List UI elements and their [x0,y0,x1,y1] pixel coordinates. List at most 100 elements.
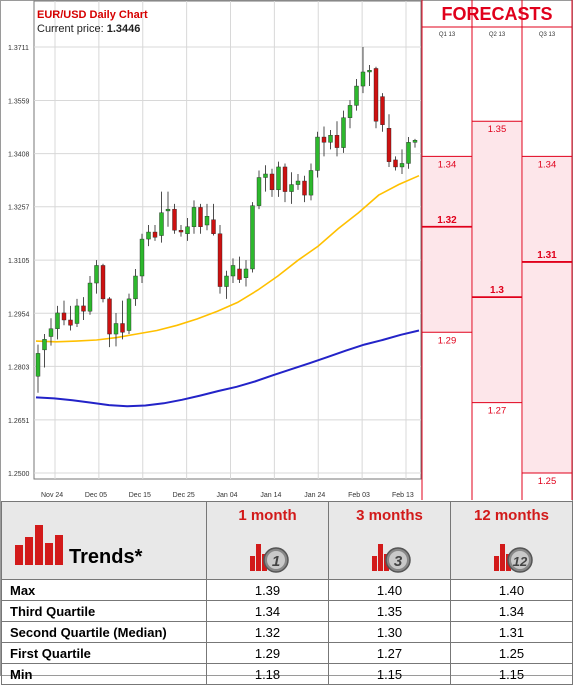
row-value: 1.32 [206,621,329,643]
row-label: First Quartile [1,642,207,664]
candle-body-down [178,230,184,233]
candle-body-up [146,231,151,240]
price-chart: 1.2500 1.2651 1.2803 1.2954 1.3105 1.3257 1.34… [8,0,573,500]
candle [126,293,132,335]
candle [165,191,171,227]
candle [133,268,138,306]
candle [224,270,229,299]
candle-body-up [399,163,405,168]
candle [367,64,372,87]
row-value: 1.39 [206,579,329,601]
candle-body-up [308,170,314,196]
badge-number: 3 [393,553,402,570]
row-label: Min [1,663,207,685]
row-value: 1.40 [328,579,451,601]
candle [152,224,158,241]
candle-body-up [48,328,54,337]
row-value: 1.31 [450,621,573,643]
candle-body-up [87,282,93,312]
bar-chart-icon: 1 [249,544,289,573]
candle-body-down [321,136,327,143]
candle [87,276,93,315]
candle-body-down [282,166,288,192]
row-value: 1.34 [206,600,329,622]
candle [94,260,99,294]
trends-title: Trends* [69,546,143,568]
trend-col-label: 12 months [473,507,549,524]
y-tick-label: 1.3711 [8,45,29,52]
row-label: Max [1,579,207,601]
candle-body-up [74,305,80,324]
candle [406,137,411,169]
x-tick-label: Jan 24 [304,492,325,499]
bar-chart-icon: 3 [371,544,411,573]
candle-body-up [35,353,41,377]
bar-chart-icon: 12 [493,544,533,573]
candle-body-up [133,275,138,300]
forecast-level-label: 1.25 [538,476,557,487]
candle-body-up [191,207,197,227]
trend-col-3m: 3 months 3 [328,501,451,580]
candle-body-up [126,298,132,331]
candle [230,258,236,284]
candle [276,161,281,197]
short-moving-average [35,174,420,343]
candle [55,305,60,340]
candle-body-up [55,312,60,329]
candle-body-up [113,323,119,335]
candle-body-down [302,180,307,196]
forecast-level-label: 1.35 [488,124,507,135]
candle [393,156,398,171]
trend-col-label: 1 month [238,507,297,524]
candle [269,168,275,197]
ma-long-line [35,329,420,408]
forecast-level-label: 1.31 [537,250,557,261]
x-tick-label: Nov 24 [41,492,63,499]
forecast-level-label: 1.3 [490,285,504,296]
candle-body-down [386,128,392,162]
candle [295,173,301,190]
candle-body-up [367,70,372,73]
candle-body-up [159,212,164,236]
forecast-level-label: 1.34 [538,159,557,170]
candle-body-up [224,275,229,287]
candle-body-down [100,265,106,300]
candle-body-up [185,226,190,234]
candle [302,175,307,203]
chart-title: EUR/USD Daily Chart [37,9,148,21]
forecast-level-label: 1.32 [437,215,457,226]
candle-body-down [211,219,216,234]
trend-col-1m: 1 month 1 [206,501,329,580]
candle-body-up [243,268,249,278]
candle-body-up [230,265,236,277]
badge-number: 1 [271,553,279,570]
forecast-range [473,121,522,403]
candle-body-up [328,135,333,143]
candle-body-up [295,180,301,185]
candle [373,66,379,129]
candle-body-up [354,85,359,106]
candle [341,110,346,153]
x-tick-label: Feb 03 [348,492,370,499]
table-row: Max 1.39 1.40 1.40 [1,579,573,601]
candle-body-up [315,136,320,171]
forecast-col-label: Q3 13 [539,32,556,38]
trends-title-cell: Trends* [1,501,207,580]
candle [178,224,184,237]
candle [217,224,223,294]
forecasts-title: FORECASTS [441,4,553,24]
x-tick-label: Dec 25 [173,492,195,499]
candlesticks [35,47,418,393]
table-row: Min 1.18 1.15 1.15 [1,663,573,685]
candle [120,300,125,340]
candle-body-up [250,205,255,270]
y-tick-label: 1.2500 [8,471,30,478]
candle [204,203,210,231]
forecast-level-label: 1.34 [438,159,457,170]
table-row: First Quartile 1.29 1.27 1.25 [1,642,573,664]
candle-body-up [139,238,145,277]
x-tick-label: Jan 14 [260,492,281,499]
candle-body-up [165,208,171,212]
candle-body-up [256,177,262,206]
candle [237,256,242,284]
